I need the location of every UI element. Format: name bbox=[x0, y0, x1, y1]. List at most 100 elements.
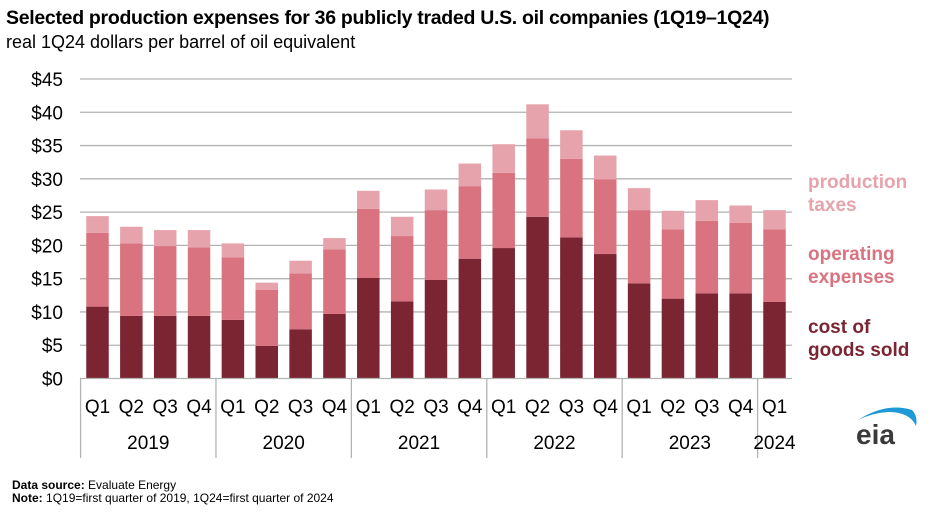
bar-segment-cost-of-goods-sold bbox=[560, 237, 583, 379]
bar-segment-cost-of-goods-sold bbox=[221, 319, 245, 379]
y-tick-label: $25 bbox=[31, 203, 63, 224]
x-tick-label: Q3 bbox=[153, 397, 178, 418]
bar-segment-operating-expenses bbox=[255, 289, 278, 346]
bar-segment-operating-expenses bbox=[424, 210, 448, 280]
eia-logo: eia bbox=[856, 407, 917, 446]
x-tick-label: Q1 bbox=[356, 397, 381, 418]
year-label: 2019 bbox=[127, 433, 169, 454]
bar-segment-operating-expenses bbox=[221, 257, 245, 320]
bar-segment-production-taxes bbox=[492, 144, 515, 173]
x-tick-label: Q3 bbox=[288, 397, 313, 418]
bar-segment-production-taxes bbox=[86, 216, 109, 233]
data-source-value: Evaluate Energy bbox=[88, 478, 177, 492]
bar-segment-operating-expenses bbox=[120, 243, 143, 316]
bar-segment-operating-expenses bbox=[594, 179, 617, 255]
bar-segment-operating-expenses bbox=[560, 158, 583, 238]
bar-segment-production-taxes bbox=[661, 210, 685, 230]
x-tick-label: Q1 bbox=[220, 397, 245, 418]
bar-segment-cost-of-goods-sold bbox=[458, 258, 482, 379]
bar-segment-production-taxes bbox=[763, 210, 786, 230]
x-tick-label: Q1 bbox=[85, 397, 110, 418]
bar-segment-production-taxes bbox=[458, 163, 482, 187]
bar-segment-operating-expenses bbox=[661, 229, 685, 299]
bar-segment-production-taxes bbox=[153, 230, 177, 247]
bar-segment-operating-expenses bbox=[357, 208, 380, 279]
bar-segment-operating-expenses bbox=[763, 229, 786, 302]
legend-operating-expenses: operating expenses bbox=[808, 243, 895, 289]
legend-cost-of-goods-sold: cost of goods sold bbox=[808, 316, 909, 362]
bar-segment-production-taxes bbox=[120, 226, 143, 244]
note-label: Note: bbox=[12, 491, 43, 505]
footnote: Note: 1Q19=first quarter of 2019, 1Q24=f… bbox=[12, 491, 334, 505]
bar-segment-cost-of-goods-sold bbox=[627, 283, 651, 379]
bar-segment-operating-expenses bbox=[458, 186, 482, 259]
x-tick-label: Q2 bbox=[389, 397, 414, 418]
bar-segment-cost-of-goods-sold bbox=[153, 315, 177, 379]
bar-segment-cost-of-goods-sold bbox=[594, 254, 617, 379]
y-tick-label: $20 bbox=[31, 236, 63, 257]
bar-segment-production-taxes bbox=[424, 189, 448, 211]
bar-segment-production-taxes bbox=[526, 104, 549, 139]
year-label: 2021 bbox=[398, 433, 440, 454]
chart-subtitle: real 1Q24 dollars per barrel of oil equi… bbox=[6, 32, 356, 52]
x-tick-label: Q3 bbox=[559, 397, 584, 418]
x-tick-label: Q1 bbox=[491, 397, 516, 418]
bar-segment-production-taxes bbox=[594, 155, 617, 180]
bar-segment-cost-of-goods-sold bbox=[729, 293, 752, 379]
data-source-label: Data source: bbox=[12, 478, 85, 492]
bar-segment-operating-expenses bbox=[289, 273, 312, 330]
bar-segment-cost-of-goods-sold bbox=[255, 345, 278, 379]
bar-segment-cost-of-goods-sold bbox=[763, 301, 786, 379]
bar-segment-cost-of-goods-sold bbox=[357, 278, 380, 379]
bar-segment-operating-expenses bbox=[695, 220, 719, 294]
y-tick-label: $10 bbox=[31, 303, 63, 324]
year-label: 2024 bbox=[753, 433, 796, 454]
bar-segment-production-taxes bbox=[729, 205, 752, 223]
bar-segment-cost-of-goods-sold bbox=[390, 301, 414, 379]
x-tick-label: Q1 bbox=[762, 397, 787, 418]
bar-segment-production-taxes bbox=[560, 130, 583, 159]
data-source-note: Data source: Evaluate Energy bbox=[12, 478, 176, 492]
bar-segment-operating-expenses bbox=[627, 210, 651, 284]
bar-segment-production-taxes bbox=[221, 243, 245, 258]
bar-segment-operating-expenses bbox=[187, 247, 211, 316]
bar-segment-operating-expenses bbox=[729, 222, 752, 294]
x-tick-label: Q2 bbox=[525, 397, 550, 418]
x-tick-label: Q1 bbox=[626, 397, 651, 418]
bar-segment-cost-of-goods-sold bbox=[289, 329, 312, 379]
bar-segment-production-taxes bbox=[255, 282, 278, 290]
legend-label-line: taxes bbox=[808, 195, 857, 216]
bar-segment-cost-of-goods-sold bbox=[187, 315, 211, 379]
y-tick-label: $15 bbox=[31, 270, 63, 291]
x-tick-label: Q4 bbox=[728, 397, 754, 418]
legend-label-line: production bbox=[808, 172, 908, 193]
legend-label-line: cost of bbox=[808, 317, 871, 338]
year-label: 2020 bbox=[263, 433, 305, 454]
bar-segment-production-taxes bbox=[289, 260, 312, 274]
y-tick-label: $35 bbox=[31, 137, 63, 158]
x-tick-label: Q4 bbox=[186, 397, 212, 418]
y-tick-label: $40 bbox=[31, 103, 63, 124]
bar-segment-cost-of-goods-sold bbox=[492, 248, 515, 379]
legend-production-taxes: production taxes bbox=[808, 171, 907, 217]
legend-label-line: goods sold bbox=[808, 340, 910, 361]
bar-segment-operating-expenses bbox=[526, 138, 549, 217]
y-tick-label: $0 bbox=[42, 370, 63, 391]
bar-segment-operating-expenses bbox=[86, 232, 109, 307]
note-value: 1Q19=first quarter of 2019, 1Q24=first q… bbox=[46, 491, 334, 505]
bar-segment-production-taxes bbox=[627, 188, 651, 211]
bar-segment-operating-expenses bbox=[390, 236, 414, 302]
bar-segment-cost-of-goods-sold bbox=[695, 293, 719, 379]
bar-segment-operating-expenses bbox=[153, 246, 177, 316]
bar-segment-cost-of-goods-sold bbox=[661, 298, 685, 379]
x-tick-label: Q4 bbox=[593, 397, 619, 418]
x-tick-label: Q3 bbox=[423, 397, 448, 418]
x-tick-label: Q4 bbox=[457, 397, 483, 418]
bar-segment-cost-of-goods-sold bbox=[86, 306, 109, 379]
year-label: 2022 bbox=[533, 433, 575, 454]
bar-segment-cost-of-goods-sold bbox=[424, 279, 448, 379]
bar-segment-cost-of-goods-sold bbox=[526, 216, 549, 379]
chart-title: Selected production expenses for 36 publ… bbox=[6, 7, 770, 29]
x-tick-label: Q2 bbox=[660, 397, 685, 418]
